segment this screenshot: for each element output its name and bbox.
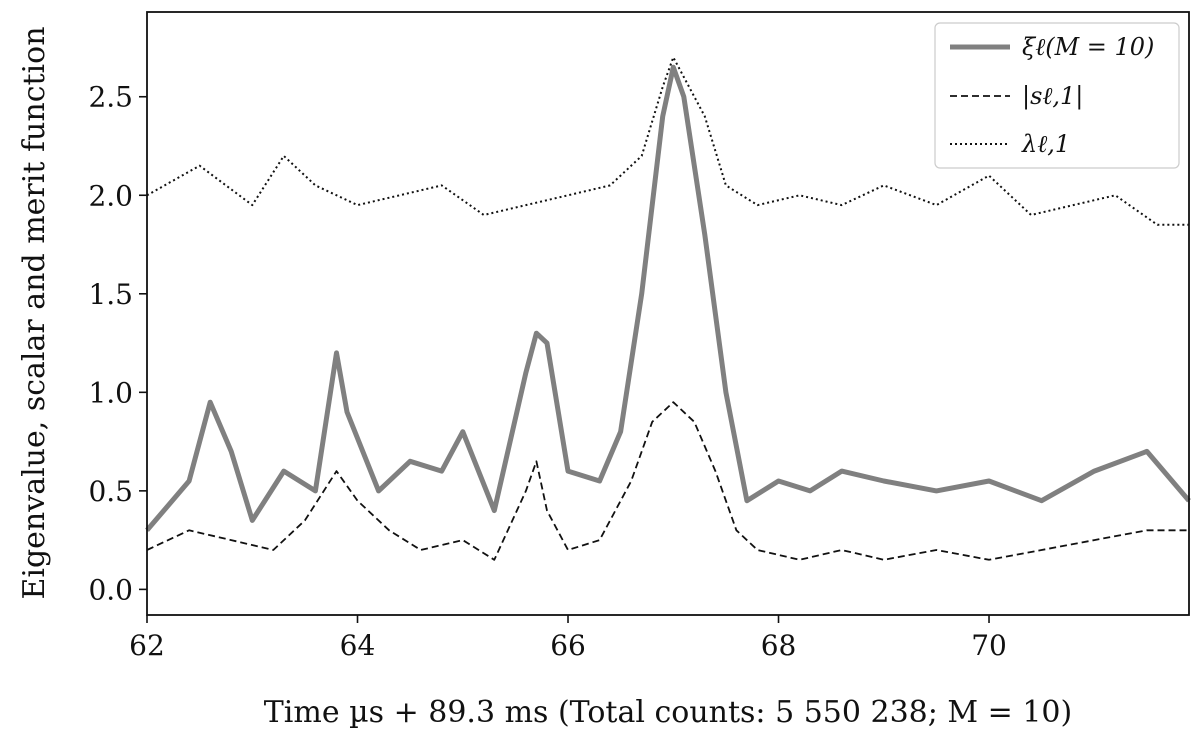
legend-label: |sℓ,1|: [1022, 82, 1083, 111]
x-axis-title: Time µs + 89.3 ms (Total counts: 5 550 2…: [264, 695, 1072, 730]
series-line-0: [145, 64, 1191, 532]
y-axis: 0.0 0.5 1.0 1.5 2.0 2.5: [88, 81, 147, 606]
y-tick-label: 1.5: [88, 278, 133, 311]
x-tick-label: 62: [129, 629, 165, 662]
y-tick-label: 0.0: [88, 573, 133, 606]
legend: ξℓ(M = 10) |sℓ,1| λℓ,1: [934, 22, 1180, 169]
x-axis: 62 64 66 68 70: [129, 615, 1007, 662]
plot-area: 62 64 66 68 70 0.0 0.5 1.0 1.5 2.0 2.5: [88, 11, 1191, 662]
y-tick-label: 0.5: [88, 475, 133, 508]
x-tick-label: 68: [761, 629, 797, 662]
legend-label: λℓ,1: [1021, 130, 1070, 158]
x-tick-label: 64: [340, 629, 376, 662]
y-tick-label: 1.0: [88, 376, 133, 409]
x-tick-label: 70: [971, 629, 1007, 662]
y-axis-title: Eigenvalue, scalar and merit function: [17, 26, 52, 599]
x-tick-label: 66: [550, 629, 586, 662]
series-layer: [145, 56, 1191, 561]
legend-box: [934, 22, 1180, 169]
legend-label: ξℓ(M = 10): [1022, 33, 1154, 61]
y-tick-label: 2.5: [88, 81, 133, 114]
plot-frame: [146, 11, 1190, 616]
y-tick-label: 2.0: [88, 179, 133, 212]
